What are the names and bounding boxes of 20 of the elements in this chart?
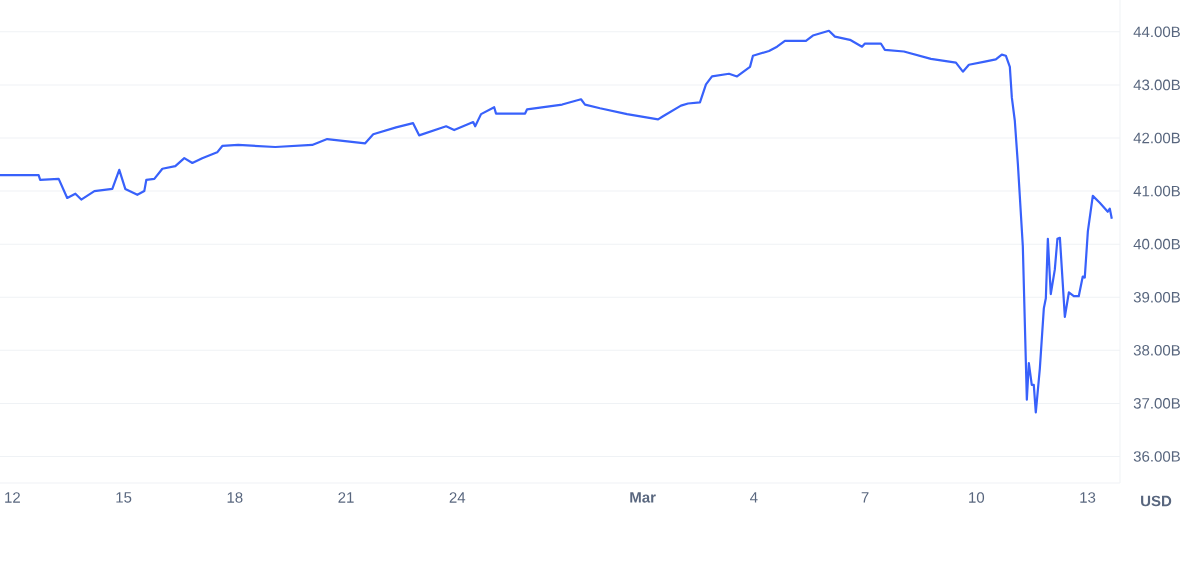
x-tick-label: 21 bbox=[338, 492, 354, 503]
x-tick-label: 18 bbox=[227, 492, 243, 503]
y-tick-label: 37.00B bbox=[1133, 398, 1180, 409]
x-tick-label: Mar bbox=[630, 492, 656, 503]
y-tick-label: 42.00B bbox=[1133, 132, 1180, 144]
x-tick-label: 15 bbox=[116, 492, 132, 503]
x-tick-label: 12 bbox=[5, 492, 20, 503]
x-tick-label: 24 bbox=[449, 492, 466, 503]
y-tick-label: 36.00B bbox=[1133, 451, 1180, 462]
y-tick-label: 39.00B bbox=[1133, 291, 1180, 303]
y-tick-label: 43.00B bbox=[1133, 79, 1180, 91]
y-tick-label: 41.00B bbox=[1133, 185, 1180, 197]
x-tick-label: 7 bbox=[861, 492, 869, 503]
y-axis-title: USD bbox=[1141, 495, 1172, 507]
y-tick-label: 38.00B bbox=[1133, 344, 1180, 356]
x-tick-label: 13 bbox=[1080, 492, 1096, 503]
x-tick-label: 10 bbox=[969, 492, 985, 503]
y-tick-label: 44.00B bbox=[1133, 26, 1180, 38]
x-tick-label: 4 bbox=[750, 492, 758, 503]
y-tick-label: 40.00B bbox=[1133, 238, 1180, 250]
